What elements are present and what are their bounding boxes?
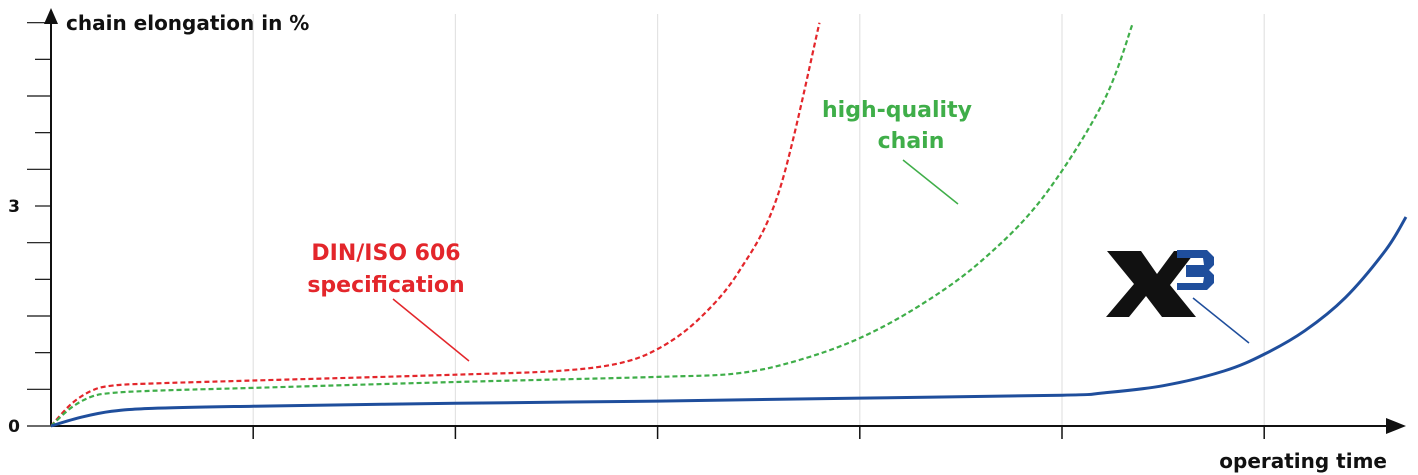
grid-lines (252, 14, 1265, 426)
high-quality-label-line1: high-quality (822, 98, 972, 123)
din-iso-label-line2: specification (307, 273, 464, 298)
series-line-1 (50, 22, 821, 427)
y-tick-label: 0 (8, 417, 20, 437)
x3-logo-3 (1177, 250, 1214, 290)
high-quality-annotation: high-quality chain (822, 98, 972, 205)
high-quality-label-line2: chain (878, 129, 945, 154)
din-iso-annotation: DIN/ISO 606 specification (307, 241, 470, 362)
x-axis-title: operating time (1219, 449, 1387, 473)
series-line-2 (50, 22, 1135, 427)
y-axis-arrow (44, 8, 58, 24)
x3-logo-annotation (1106, 250, 1250, 344)
din-iso-label-line1: DIN/ISO 606 (311, 241, 460, 266)
x3-leader-line (1192, 297, 1250, 344)
y-tick-label: 3 (8, 197, 20, 217)
y-tick-labels: 03 (8, 197, 20, 437)
axes (44, 8, 1406, 434)
high-quality-leader-line (902, 159, 959, 205)
x3-logo-x (1106, 251, 1196, 317)
series-lines (50, 22, 1408, 428)
series-line-3 (50, 216, 1408, 428)
axis-ticks (27, 22, 1265, 439)
x-axis-arrow (1386, 418, 1406, 434)
y-axis-title: chain elongation in % (66, 11, 309, 35)
x3-logo (1106, 250, 1214, 317)
din-iso-leader-line (392, 298, 470, 362)
